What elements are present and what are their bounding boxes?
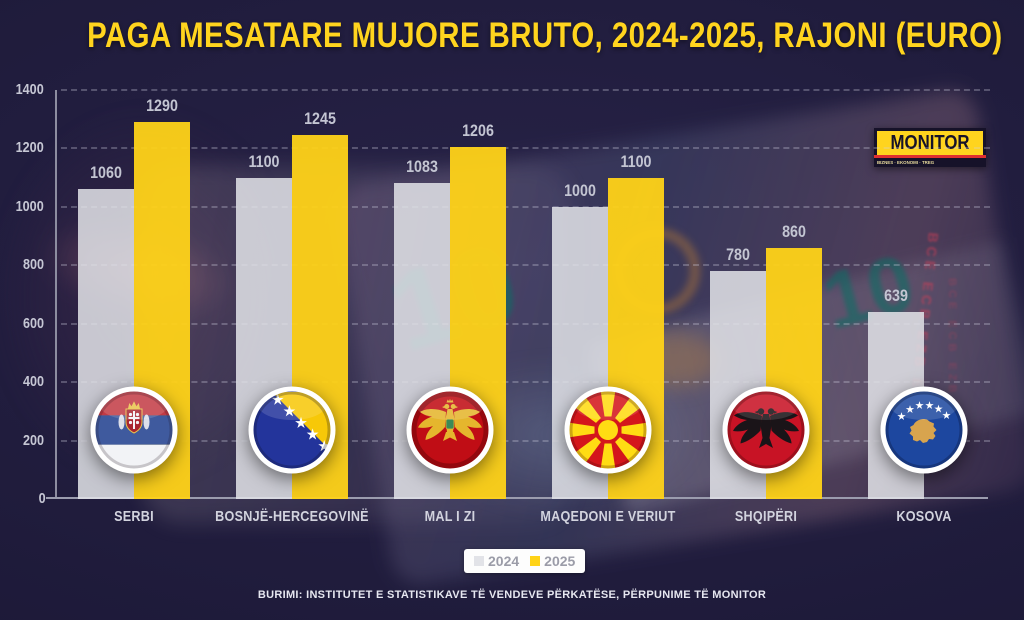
gridline-1000 — [61, 205, 990, 208]
value-label-2024-serbi: 1060 — [90, 163, 122, 183]
legend-swatch-2025 — [530, 556, 541, 566]
flag-badge-shqip-ri — [722, 386, 810, 474]
y-axis-tick-1400: 1400 — [15, 81, 44, 98]
y-axis-line — [55, 90, 57, 499]
legend-item-2024: 2024 — [474, 553, 519, 569]
montenegro-flag-icon — [406, 386, 494, 474]
value-label-2025-bosnj-hercegovin: 1245 — [304, 109, 336, 129]
gridline-200 — [61, 439, 990, 442]
value-label-2024-bosnj-hercegovin: 1100 — [248, 151, 280, 171]
serbia-flag-icon — [90, 386, 178, 474]
source-note: BURIMI: INSTITUTET E STATISTIKAVE TË VEN… — [257, 589, 767, 601]
flag-badge-mal-i-zi — [406, 386, 494, 474]
y-axis-tick-0: 0 — [38, 490, 46, 507]
country-label-serbi: SERBI — [114, 508, 154, 525]
y-axis-tick-1000: 1000 — [15, 197, 44, 215]
gridline-600 — [61, 322, 990, 325]
gridline-400 — [61, 381, 990, 384]
gridline-800 — [61, 264, 990, 267]
legend-swatch-2024 — [474, 556, 484, 566]
kosovo-flag-icon — [880, 386, 968, 474]
y-axis-tick-1200: 1200 — [15, 139, 44, 157]
legend-item-2025: 2025 — [530, 553, 575, 569]
value-label-2024-maqedoni-e-veriut: 1000 — [564, 180, 596, 200]
chart-legend: 2024 2025 — [464, 549, 586, 573]
value-label-2025-serbi: 1290 — [146, 96, 178, 116]
macedonia-flag-icon — [564, 386, 652, 474]
flag-badge-maqedoni-e-veriut — [564, 386, 652, 474]
value-label-2025-mal-i-zi: 1206 — [462, 120, 494, 140]
logo-wordmark: MONITOR — [874, 128, 986, 155]
legend-label-2024: 2024 — [488, 553, 520, 569]
country-label-mal-i-zi: MAL I ZI — [424, 508, 476, 525]
value-label-2024-kosova: 639 — [884, 286, 908, 306]
value-label-2025-shqip-ri: 860 — [782, 221, 806, 241]
gridline-1200 — [61, 147, 990, 150]
bosnia-flag-icon — [248, 386, 336, 474]
value-label-2024-mal-i-zi: 1083 — [406, 156, 438, 176]
chart-title: PAGA MESATARE MUJORE BRUTO, 2024-2025, R… — [87, 16, 1003, 55]
legend-label-2025: 2025 — [544, 553, 576, 569]
flag-badge-bosnj-hercegovin — [248, 386, 336, 474]
country-label-bosnj-hercegovin: BOSNJË-HERCEGOVINË — [215, 508, 369, 525]
y-axis-tick-200: 200 — [22, 431, 44, 449]
monitor-logo: MONITOR BIZNES · EKONOMI · TREG www.moni… — [874, 128, 986, 167]
flag-badge-kosova — [880, 386, 968, 474]
value-label-2024-shqip-ri: 780 — [726, 245, 750, 265]
country-label-shqip-ri: SHQIPËRI — [734, 508, 798, 525]
logo-tagline: BIZNES · EKONOMI · TREG — [877, 160, 935, 165]
y-axis-tick-800: 800 — [22, 256, 44, 274]
x-axis-baseline — [46, 497, 988, 499]
albania-flag-icon — [722, 386, 810, 474]
y-axis-tick-400: 400 — [22, 373, 44, 391]
flag-badge-serbi — [90, 386, 178, 474]
country-label-kosova: KOSOVA — [896, 508, 952, 525]
gridline-1400 — [61, 89, 990, 91]
country-label-maqedoni-e-veriut: MAQEDONI E VERIUT — [540, 508, 676, 525]
y-axis-tick-600: 600 — [22, 314, 44, 332]
logo-strip: BIZNES · EKONOMI · TREG www.monitor.al — [874, 155, 986, 167]
value-label-2025-maqedoni-e-veriut: 1100 — [620, 151, 652, 171]
